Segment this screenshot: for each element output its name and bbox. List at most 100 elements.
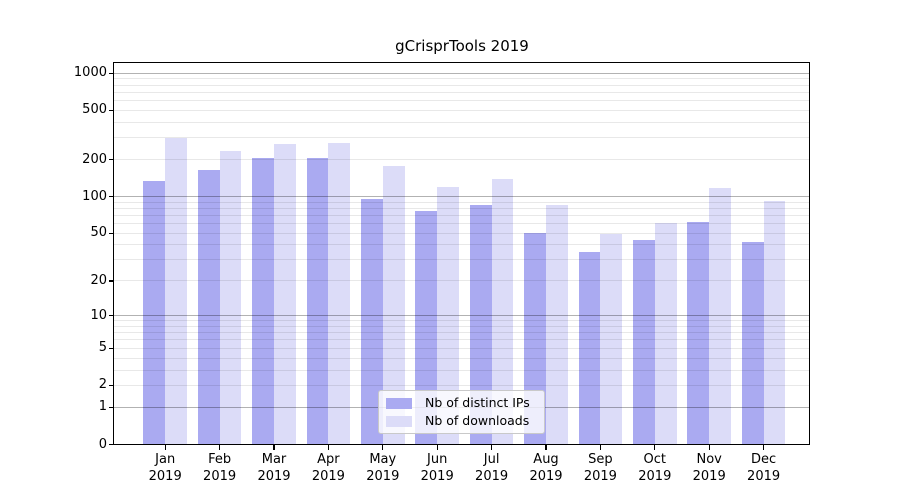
- bar-ips-mar: [252, 158, 274, 445]
- y-tick-label: 1000: [73, 65, 107, 81]
- bar-downloads-apr: [328, 142, 351, 445]
- bar-ips-apr: [306, 157, 329, 445]
- x-tick-label: Jun 2019: [420, 452, 454, 484]
- gridline-minor: [114, 109, 810, 111]
- bar-downloads-sep: [600, 234, 623, 445]
- gridline-minor: [114, 214, 810, 216]
- chart-title: gCrisprTools 2019: [395, 37, 529, 55]
- y-tick-label: 5: [98, 340, 107, 356]
- bar-ips-oct: [633, 239, 655, 445]
- legend-entry-distinct-ips: Nb of distinct IPs: [386, 396, 544, 410]
- bar-ips-jun: [415, 211, 438, 445]
- y-tick: [108, 109, 114, 112]
- gridline-minor: [114, 259, 810, 261]
- bar-downloads-jan: [165, 137, 187, 445]
- legend-swatch-downloads: [386, 415, 412, 427]
- x-tick: [436, 445, 438, 450]
- gridline-minor: [114, 384, 810, 386]
- bar-downloads-jul: [491, 178, 514, 445]
- bar-ips-nov: [687, 221, 710, 445]
- bar-downloads-mar: [274, 143, 296, 445]
- y-tick: [108, 158, 114, 161]
- bar-downloads-dec: [763, 200, 786, 445]
- bar-downloads-nov: [709, 187, 731, 445]
- gridline-minor: [114, 78, 810, 80]
- bar-downloads-feb: [219, 150, 242, 445]
- gridline-minor: [114, 347, 810, 349]
- y-tick-label: 50: [90, 225, 107, 241]
- gridline-minor: [114, 244, 810, 246]
- gridline-major: [114, 195, 810, 197]
- gridline-minor: [114, 84, 810, 86]
- x-tick: [219, 445, 221, 450]
- x-tick-label: Nov 2019: [692, 452, 726, 484]
- gridline-minor: [114, 223, 810, 225]
- gridline-minor: [114, 332, 810, 334]
- x-tick-label: Feb 2019: [203, 452, 237, 484]
- legend-swatch-distinct-ips: [386, 397, 412, 409]
- x-tick-label: Jan 2019: [148, 452, 182, 484]
- y-tick-label: 0: [98, 436, 107, 452]
- legend-entry-downloads: Nb of downloads: [386, 414, 544, 428]
- y-tick: [108, 72, 114, 74]
- bar-ips-feb: [197, 170, 220, 445]
- x-tick: [763, 445, 765, 450]
- bar-ips-may: [361, 198, 383, 445]
- x-tick: [382, 445, 384, 450]
- gridline-major: [114, 72, 810, 74]
- x-tick: [545, 445, 547, 450]
- x-tick-label: Apr 2019: [311, 452, 345, 484]
- y-tick: [108, 384, 114, 387]
- gridline-minor: [114, 137, 810, 139]
- legend-label-downloads: Nb of downloads: [425, 413, 530, 428]
- y-tick: [108, 280, 114, 282]
- x-tick-label: Dec 2019: [747, 452, 781, 484]
- gridline-major: [114, 315, 810, 317]
- x-tick: [273, 445, 275, 450]
- y-tick-label: 100: [82, 188, 107, 204]
- gridline-minor: [114, 369, 810, 371]
- gridline-minor: [114, 325, 810, 327]
- y-tick: [108, 315, 114, 317]
- bar-downloads-aug: [546, 205, 568, 445]
- y-tick: [108, 406, 114, 408]
- gridline-minor: [114, 232, 810, 234]
- y-tick-label: 20: [90, 272, 107, 288]
- gridline-minor: [114, 121, 810, 123]
- legend: Nb of distinct IPs Nb of downloads: [378, 390, 545, 434]
- x-tick-label: Aug 2019: [529, 452, 563, 484]
- y-tick-label: 500: [82, 102, 107, 118]
- bar-ips-jan: [143, 180, 166, 445]
- gridline-minor: [114, 100, 810, 102]
- y-tick-label: 10: [90, 307, 107, 323]
- x-tick: [491, 445, 493, 450]
- bar-downloads-oct: [654, 222, 677, 445]
- x-tick-label: Sep 2019: [583, 452, 617, 484]
- y-tick: [108, 195, 114, 198]
- x-tick: [327, 445, 330, 450]
- y-tick: [108, 443, 114, 446]
- x-tick-label: Oct 2019: [638, 452, 672, 484]
- bar-ips-jul: [469, 205, 492, 445]
- bar-ips-dec: [741, 242, 764, 445]
- gridline-minor: [114, 320, 810, 322]
- y-tick: [108, 232, 114, 234]
- x-tick: [164, 445, 166, 450]
- y-tick: [108, 347, 114, 349]
- gridline-minor: [114, 357, 810, 359]
- x-tick: [654, 445, 656, 450]
- y-tick-label: 200: [82, 151, 107, 167]
- x-tick-label: Jul 2019: [475, 452, 509, 484]
- bar-downloads-may: [382, 166, 405, 445]
- y-tick-label: 1: [98, 399, 107, 415]
- bar-ips-sep: [578, 251, 601, 445]
- gridline-minor: [114, 201, 810, 203]
- x-tick: [708, 445, 710, 450]
- y-tick-label: 2: [98, 377, 107, 393]
- gridline-minor: [114, 159, 810, 161]
- x-tick-label: Mar 2019: [257, 452, 291, 484]
- gridline-minor: [114, 339, 810, 341]
